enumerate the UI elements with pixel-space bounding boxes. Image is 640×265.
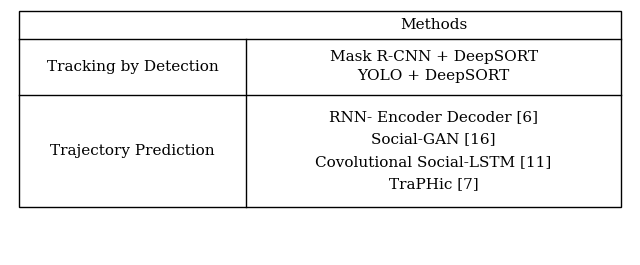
Text: Covolutional Social-LSTM [11]: Covolutional Social-LSTM [11] bbox=[316, 155, 552, 169]
Text: Social-GAN [16]: Social-GAN [16] bbox=[371, 132, 496, 147]
Text: YOLO + DeepSORT: YOLO + DeepSORT bbox=[358, 69, 509, 83]
Text: Methods: Methods bbox=[400, 17, 467, 32]
Text: TraPHic [7]: TraPHic [7] bbox=[388, 177, 479, 191]
Text: Trajectory Prediction: Trajectory Prediction bbox=[51, 144, 215, 158]
Bar bbox=[19, 11, 621, 207]
Text: Tracking by Detection: Tracking by Detection bbox=[47, 60, 219, 74]
Text: Mask R-CNN + DeepSORT: Mask R-CNN + DeepSORT bbox=[330, 50, 538, 64]
Text: RNN- Encoder Decoder [6]: RNN- Encoder Decoder [6] bbox=[329, 110, 538, 124]
